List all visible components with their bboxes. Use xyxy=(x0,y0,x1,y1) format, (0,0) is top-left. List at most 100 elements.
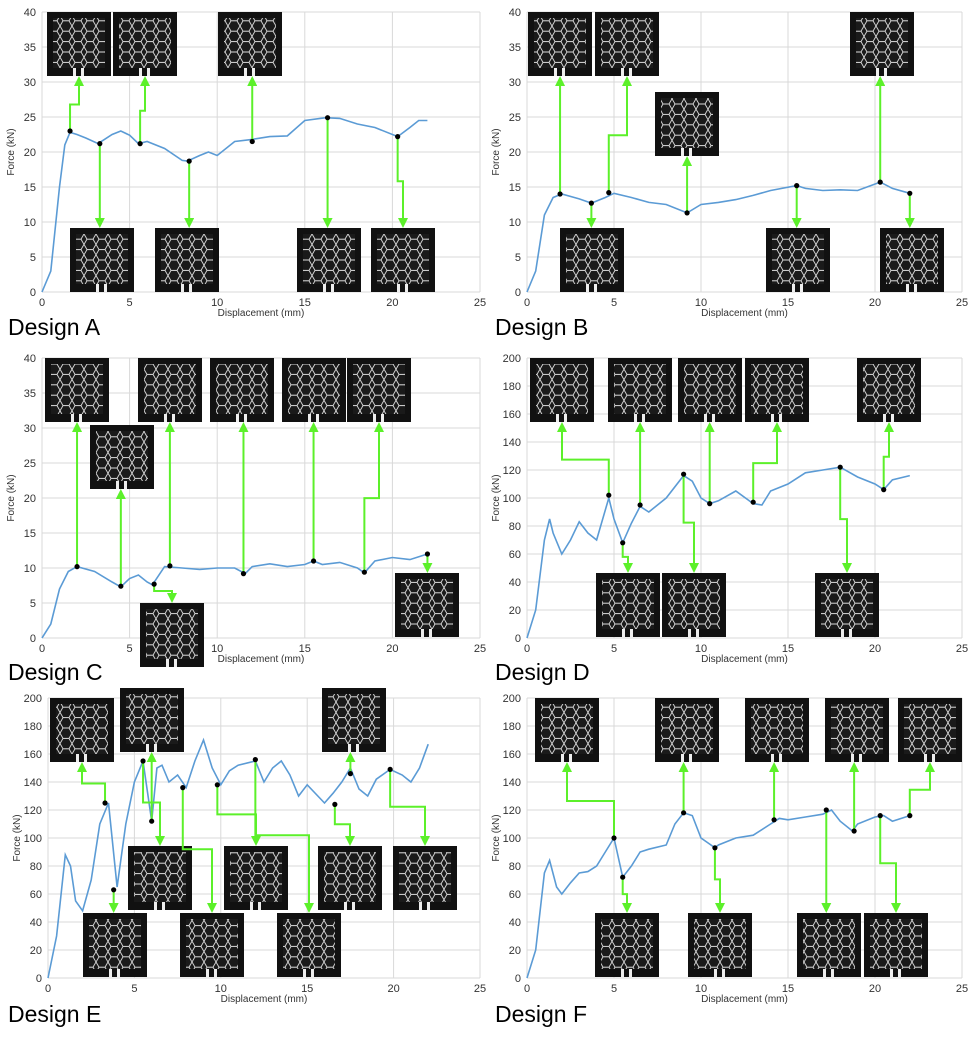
y-tick-label: 160 xyxy=(24,749,42,761)
inset-platen xyxy=(890,969,893,977)
x-tick-label: 0 xyxy=(39,643,45,655)
inset-lattice xyxy=(119,18,171,68)
marker-point xyxy=(249,138,255,145)
chart-panel: 0 20 40 60 80 100 120 140 160 180 200 0 5 10 15 20 25 Dis… xyxy=(8,688,486,1027)
arrow xyxy=(908,762,935,816)
chart-panel: 0 5 10 15 20 25 30 35 40 0 5 10 15 20 25 Displacement (… xyxy=(6,353,486,685)
inset-platen xyxy=(841,629,844,637)
inset-image xyxy=(595,913,659,977)
inset-platen xyxy=(71,414,74,422)
inset-image xyxy=(120,688,184,752)
inset-lattice xyxy=(353,364,405,414)
arrow xyxy=(389,769,430,846)
inset-image xyxy=(210,358,274,422)
arrow xyxy=(333,804,355,846)
x-tick-label: 5 xyxy=(131,983,137,995)
y-tick-label: 15 xyxy=(24,528,36,540)
y-tick-label: 0 xyxy=(515,287,521,299)
inset-platen xyxy=(689,148,692,156)
inset-image xyxy=(662,573,726,637)
inset-platen xyxy=(634,414,637,422)
inset-platen xyxy=(586,284,589,292)
inset-image xyxy=(560,228,624,292)
inset-image xyxy=(595,12,659,76)
force-curve xyxy=(526,808,911,979)
marker-point xyxy=(74,564,80,570)
inset-lattice xyxy=(96,431,148,481)
inset-lattice xyxy=(602,579,654,629)
y-tick-label: 25 xyxy=(509,112,521,124)
inset-platen xyxy=(76,754,79,762)
x-tick-label: 10 xyxy=(211,643,223,655)
x-tick-label: 25 xyxy=(474,297,486,309)
inset-image xyxy=(138,358,202,422)
y-tick-label: 0 xyxy=(515,973,521,985)
marker-point xyxy=(620,874,626,880)
y-tick-label: 20 xyxy=(30,945,42,957)
arrow xyxy=(139,76,150,144)
y-tick-label: 180 xyxy=(503,721,521,733)
y-tick-label: 5 xyxy=(515,252,521,264)
x-tick-label: 20 xyxy=(387,983,399,995)
inset-image xyxy=(655,92,719,156)
inset-platen xyxy=(117,969,120,977)
inset-platen xyxy=(851,754,854,762)
inset-platen xyxy=(906,284,909,292)
y-axis-title: Force (kN) xyxy=(491,474,502,521)
marker-point xyxy=(332,801,338,808)
inset-image xyxy=(218,12,282,76)
y-tick-label: 0 xyxy=(515,633,521,645)
inset-lattice xyxy=(146,609,198,659)
inset-image xyxy=(535,698,599,762)
y-tick-label: 20 xyxy=(24,147,36,159)
inset-platen xyxy=(722,969,725,977)
inset-platen xyxy=(594,284,597,292)
chart-panel: 0 5 10 15 20 25 30 35 40 0 5 10 15 20 25 Displacement (… xyxy=(6,7,486,340)
x-tick-label: 10 xyxy=(695,643,707,655)
inset-image xyxy=(277,913,341,977)
inset-lattice xyxy=(288,364,340,414)
y-tick-label: 10 xyxy=(24,217,36,229)
marker-point xyxy=(97,141,103,147)
inset-image xyxy=(180,913,244,977)
arrow xyxy=(621,542,633,573)
inset-lattice xyxy=(684,364,736,414)
x-tick-label: 10 xyxy=(215,983,227,995)
inset-platen xyxy=(689,754,692,762)
inset-platen xyxy=(642,414,645,422)
force-curve xyxy=(526,181,911,293)
chart-panel: 0 20 40 60 80 100 120 140 160 180 200 0 5 10 15 20 25 Dis… xyxy=(491,693,968,1027)
inset-image xyxy=(596,573,660,637)
arrow xyxy=(752,422,782,503)
inset-platen xyxy=(696,629,699,637)
inset-lattice xyxy=(324,852,376,902)
marker-point xyxy=(167,563,173,569)
inset-image xyxy=(655,698,719,762)
x-tick-label: 0 xyxy=(39,297,45,309)
y-tick-label: 100 xyxy=(503,833,521,845)
design-label: Design C xyxy=(8,659,103,685)
y-tick-label: 160 xyxy=(503,749,521,761)
marker-point xyxy=(712,845,718,851)
inset-image xyxy=(678,358,742,422)
design-label: Design D xyxy=(495,659,590,685)
x-tick-label: 20 xyxy=(386,643,398,655)
x-tick-label: 15 xyxy=(782,643,794,655)
inset-platen xyxy=(800,284,803,292)
inset-lattice xyxy=(283,919,335,969)
inset-platen xyxy=(622,629,625,637)
y-tick-label: 80 xyxy=(509,521,521,533)
inset-platen xyxy=(621,969,624,977)
inset-lattice xyxy=(541,704,593,754)
inset-lattice xyxy=(904,704,956,754)
x-tick-label: 25 xyxy=(956,643,968,655)
inset-platen xyxy=(681,754,684,762)
inset-image xyxy=(50,698,114,762)
marker-point xyxy=(111,887,117,893)
inset-platen xyxy=(109,969,112,977)
y-tick-label: 20 xyxy=(509,605,521,617)
inset-lattice xyxy=(56,704,108,754)
inset-image xyxy=(850,12,914,76)
inset-image xyxy=(864,913,928,977)
